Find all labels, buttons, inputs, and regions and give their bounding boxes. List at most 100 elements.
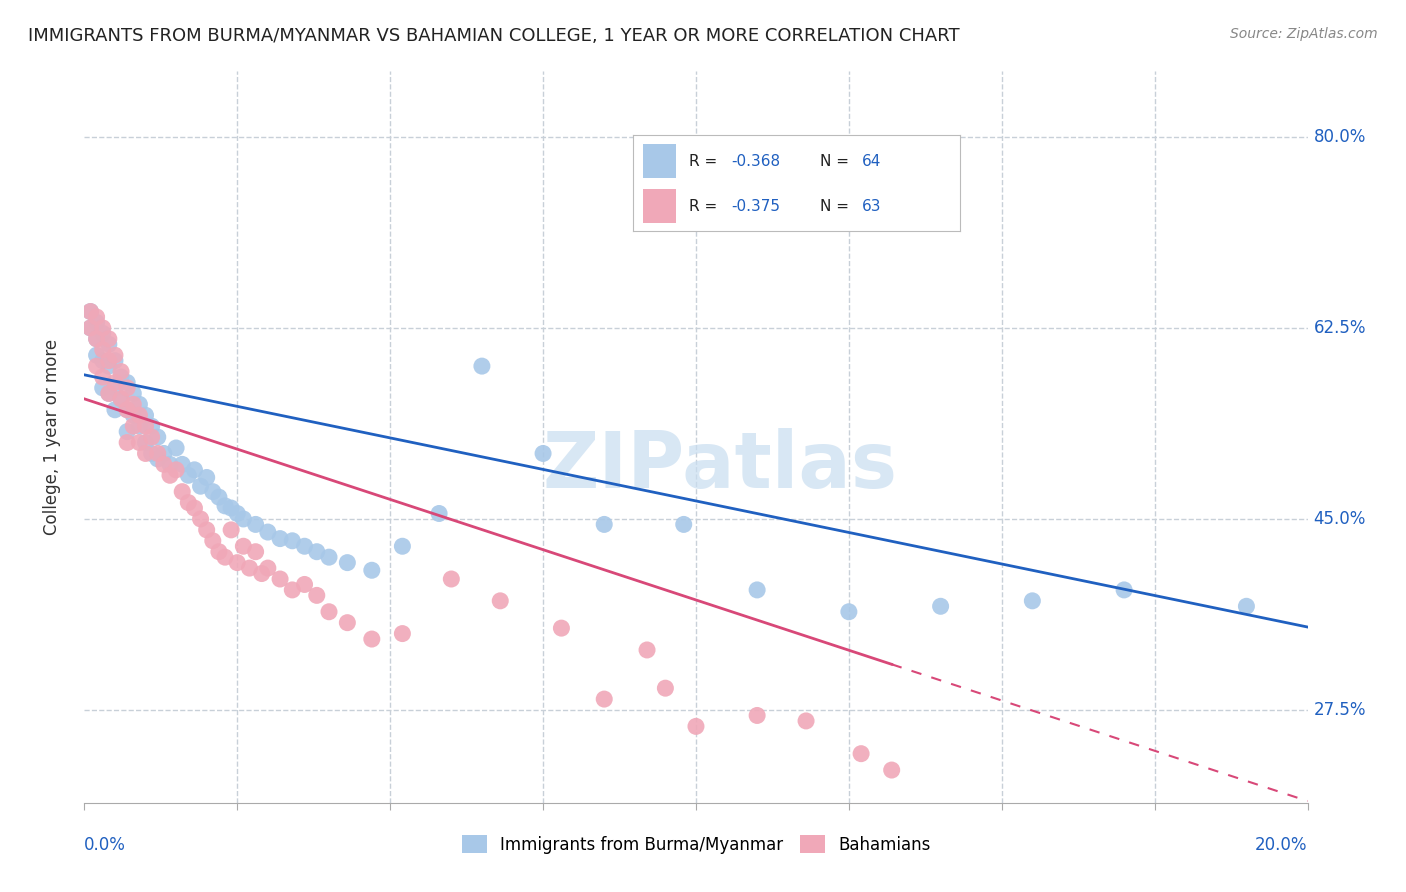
- Point: [165, 441, 187, 455]
- Point: [183, 463, 205, 477]
- Point: [269, 572, 291, 586]
- Point: [593, 517, 616, 532]
- Text: IMMIGRANTS FROM BURMA/MYANMAR VS BAHAMIAN COLLEGE, 1 YEAR OR MORE CORRELATION CH: IMMIGRANTS FROM BURMA/MYANMAR VS BAHAMIA…: [28, 27, 960, 45]
- Point: [245, 545, 267, 559]
- Point: [336, 615, 359, 630]
- Point: [86, 332, 108, 346]
- Point: [141, 419, 163, 434]
- Point: [208, 490, 231, 504]
- Point: [636, 643, 658, 657]
- Point: [794, 714, 817, 728]
- Point: [141, 446, 163, 460]
- Point: [195, 523, 218, 537]
- Point: [104, 348, 127, 362]
- Text: Source: ZipAtlas.com: Source: ZipAtlas.com: [1230, 27, 1378, 41]
- Point: [489, 594, 512, 608]
- Point: [654, 681, 676, 695]
- Point: [1236, 599, 1258, 614]
- Legend: Immigrants from Burma/Myanmar, Bahamians: Immigrants from Burma/Myanmar, Bahamians: [456, 829, 936, 860]
- Point: [79, 321, 101, 335]
- Point: [128, 435, 150, 450]
- Text: 80.0%: 80.0%: [1313, 128, 1367, 146]
- Point: [79, 304, 101, 318]
- Point: [128, 419, 150, 434]
- Point: [305, 545, 328, 559]
- Point: [86, 332, 108, 346]
- Point: [849, 747, 872, 761]
- Point: [226, 556, 249, 570]
- Point: [183, 501, 205, 516]
- Point: [104, 381, 127, 395]
- Point: [97, 332, 120, 346]
- Point: [190, 479, 212, 493]
- Point: [86, 310, 108, 324]
- Point: [172, 484, 194, 499]
- Point: [104, 353, 127, 368]
- Text: 20.0%: 20.0%: [1256, 836, 1308, 854]
- Text: ZIPatlas: ZIPatlas: [543, 428, 898, 504]
- Point: [104, 402, 127, 417]
- Point: [91, 381, 114, 395]
- Point: [165, 463, 187, 477]
- Text: -0.375: -0.375: [731, 199, 780, 214]
- Point: [747, 708, 769, 723]
- Point: [159, 458, 181, 472]
- Point: [427, 507, 450, 521]
- Point: [471, 359, 494, 373]
- Text: -0.368: -0.368: [731, 154, 780, 169]
- Point: [318, 550, 340, 565]
- Point: [257, 561, 280, 575]
- Point: [232, 539, 254, 553]
- Point: [153, 446, 176, 460]
- Point: [97, 353, 120, 368]
- Point: [97, 359, 120, 373]
- Point: [294, 577, 316, 591]
- Point: [86, 359, 108, 373]
- Point: [97, 386, 120, 401]
- Point: [672, 517, 695, 532]
- Point: [115, 381, 138, 395]
- Point: [110, 392, 132, 406]
- Point: [122, 397, 145, 411]
- Point: [245, 517, 267, 532]
- Point: [115, 376, 138, 390]
- Point: [201, 484, 224, 499]
- Text: 62.5%: 62.5%: [1313, 319, 1367, 337]
- Point: [440, 572, 463, 586]
- Point: [360, 563, 382, 577]
- FancyBboxPatch shape: [643, 145, 676, 178]
- Point: [195, 470, 218, 484]
- Point: [177, 495, 200, 509]
- Point: [219, 523, 242, 537]
- Point: [115, 425, 138, 439]
- Point: [115, 435, 138, 450]
- Point: [128, 409, 150, 423]
- Point: [135, 419, 157, 434]
- Point: [146, 451, 169, 466]
- Point: [86, 315, 108, 329]
- FancyBboxPatch shape: [643, 189, 676, 223]
- Point: [305, 588, 328, 602]
- Point: [91, 343, 114, 357]
- Text: N =: N =: [820, 199, 853, 214]
- Text: R =: R =: [689, 199, 723, 214]
- Point: [294, 539, 316, 553]
- Point: [146, 430, 169, 444]
- Point: [214, 499, 236, 513]
- Point: [79, 304, 101, 318]
- Point: [79, 321, 101, 335]
- Point: [110, 392, 132, 406]
- Point: [238, 561, 260, 575]
- Point: [219, 501, 242, 516]
- Text: 27.5%: 27.5%: [1313, 701, 1367, 719]
- Point: [110, 370, 132, 384]
- Point: [97, 337, 120, 351]
- Point: [146, 446, 169, 460]
- Point: [177, 468, 200, 483]
- Point: [685, 719, 707, 733]
- Point: [257, 524, 280, 539]
- Text: 63: 63: [862, 199, 882, 214]
- Point: [1021, 594, 1043, 608]
- Point: [190, 512, 212, 526]
- Point: [281, 582, 304, 597]
